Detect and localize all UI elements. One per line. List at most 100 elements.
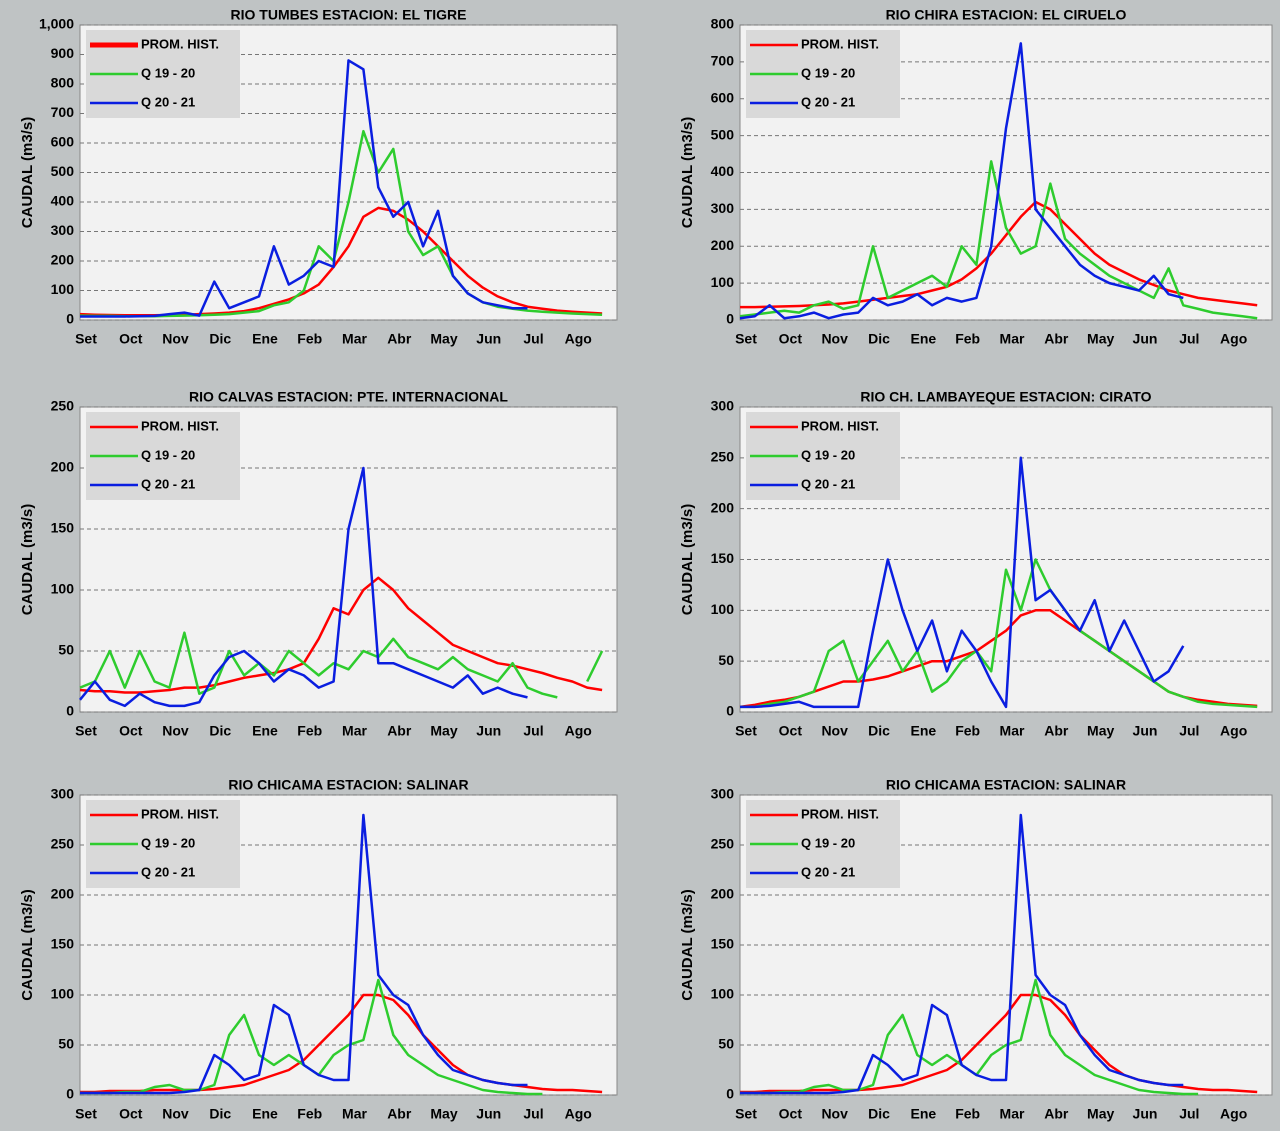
y-tick-label: 400 [711, 163, 735, 179]
legend-label: Q 20 - 21 [801, 476, 855, 491]
x-tick-label: Mar [1000, 723, 1025, 739]
series-line [79, 466, 528, 708]
legend-label: Q 20 - 21 [801, 864, 855, 879]
x-tick-label: Oct [779, 331, 803, 347]
legend-label: PROM. HIST. [801, 418, 879, 433]
x-tick-label: May [1087, 1106, 1114, 1122]
y-tick-label: 100 [51, 281, 75, 297]
series-line [739, 42, 1184, 320]
x-tick-label: Ene [910, 331, 936, 347]
x-tick-label: Dic [209, 723, 231, 739]
y-tick-label: 700 [51, 104, 75, 120]
x-tick-label: Jun [1133, 331, 1158, 347]
y-tick-label: 800 [711, 16, 735, 32]
y-tick-label: 100 [51, 986, 75, 1002]
x-tick-label: Jul [523, 723, 543, 739]
y-tick-label: 300 [711, 200, 735, 216]
x-tick-label: Nov [821, 1106, 848, 1122]
y-tick-label: 200 [711, 886, 735, 902]
x-tick-label: Feb [955, 723, 980, 739]
y-tick-label: 250 [711, 836, 735, 852]
x-tick-label: Ene [252, 723, 278, 739]
x-tick-label: Abr [1044, 331, 1069, 347]
y-tick-label: 200 [51, 252, 75, 268]
x-tick-label: Ene [910, 1106, 936, 1122]
chart-title: RIO CHICAMA ESTACION: SALINAR [228, 777, 468, 793]
x-tick-label: Feb [955, 1106, 980, 1122]
series-line [740, 558, 1258, 709]
x-tick-label: Jun [1133, 723, 1158, 739]
y-tick-label: 800 [51, 75, 75, 91]
x-tick-label: Set [75, 331, 97, 347]
y-tick-label: 1,000 [39, 16, 74, 32]
y-tick-label: 100 [711, 274, 735, 290]
x-tick-label: Ago [1220, 1106, 1247, 1122]
y-axis-label: CAUDAL (m3/s) [19, 889, 36, 1000]
x-tick-label: Ene [252, 331, 278, 347]
legend-label: Q 19 - 20 [141, 447, 195, 462]
x-tick-label: Dic [868, 723, 890, 739]
x-tick-label: Ene [252, 1106, 278, 1122]
x-tick-label: Feb [297, 723, 322, 739]
legend-label: Q 19 - 20 [801, 835, 855, 850]
x-tick-label: Ago [565, 1106, 592, 1122]
x-tick-label: Dic [868, 331, 890, 347]
chart-title: RIO CHICAMA ESTACION: SALINAR [886, 777, 1126, 793]
x-tick-label: Abr [1044, 723, 1069, 739]
x-tick-label: May [430, 1106, 457, 1122]
x-tick-label: Jun [476, 331, 501, 347]
y-tick-label: 0 [66, 311, 74, 327]
x-tick-label: Jul [523, 1106, 543, 1122]
y-tick-label: 50 [58, 642, 74, 658]
y-tick-label: 150 [711, 550, 735, 566]
y-axis-label: CAUDAL (m3/s) [19, 504, 36, 615]
series-line [740, 813, 1184, 1095]
x-tick-label: Feb [297, 331, 322, 347]
x-tick-label: Feb [297, 1106, 322, 1122]
y-tick-label: 0 [726, 311, 734, 327]
x-tick-label: Jul [1179, 723, 1199, 739]
y-axis-label: CAUDAL (m3/s) [679, 889, 696, 1000]
y-axis-label: CAUDAL (m3/s) [19, 117, 36, 228]
x-tick-label: Mar [342, 1106, 367, 1122]
y-tick-label: 150 [51, 520, 75, 536]
x-tick-label: Nov [162, 723, 189, 739]
legend-label: PROM. HIST. [801, 806, 879, 821]
legend-label: PROM. HIST. [141, 806, 219, 821]
y-tick-label: 900 [51, 45, 75, 61]
y-tick-label: 0 [726, 703, 734, 719]
y-tick-label: 200 [51, 886, 75, 902]
x-tick-label: Ago [565, 723, 592, 739]
y-tick-label: 200 [711, 237, 735, 253]
x-tick-label: Ago [1220, 331, 1247, 347]
y-tick-label: 200 [711, 499, 735, 515]
x-tick-label: Set [75, 723, 97, 739]
legend-label: PROM. HIST. [141, 36, 219, 51]
y-tick-label: 100 [711, 601, 735, 617]
x-tick-label: Abr [387, 1106, 412, 1122]
y-tick-label: 50 [718, 1036, 734, 1052]
x-tick-label: May [430, 331, 457, 347]
x-tick-label: Abr [387, 723, 412, 739]
x-tick-label: Abr [387, 331, 412, 347]
x-tick-label: Nov [821, 723, 848, 739]
y-tick-label: 400 [51, 193, 75, 209]
series-line [79, 631, 604, 699]
x-tick-label: Jul [523, 331, 543, 347]
legend-label: Q 19 - 20 [801, 447, 855, 462]
y-tick-label: 0 [726, 1086, 734, 1102]
y-tick-label: 600 [711, 89, 735, 105]
legend-label: PROM. HIST. [801, 36, 879, 51]
y-tick-label: 300 [711, 398, 735, 414]
x-tick-label: Oct [119, 1106, 143, 1122]
x-tick-label: May [1087, 723, 1114, 739]
legend-label: Q 19 - 20 [801, 65, 855, 80]
x-tick-label: Nov [162, 1106, 189, 1122]
x-tick-label: Oct [119, 723, 143, 739]
x-tick-label: Dic [209, 1106, 231, 1122]
y-tick-label: 300 [51, 786, 75, 802]
chart-title: RIO CHIRA ESTACION: EL CIRUELO [886, 7, 1127, 23]
series-line [740, 456, 1185, 709]
x-tick-label: Feb [955, 331, 980, 347]
y-axis-label: CAUDAL (m3/s) [679, 117, 696, 228]
